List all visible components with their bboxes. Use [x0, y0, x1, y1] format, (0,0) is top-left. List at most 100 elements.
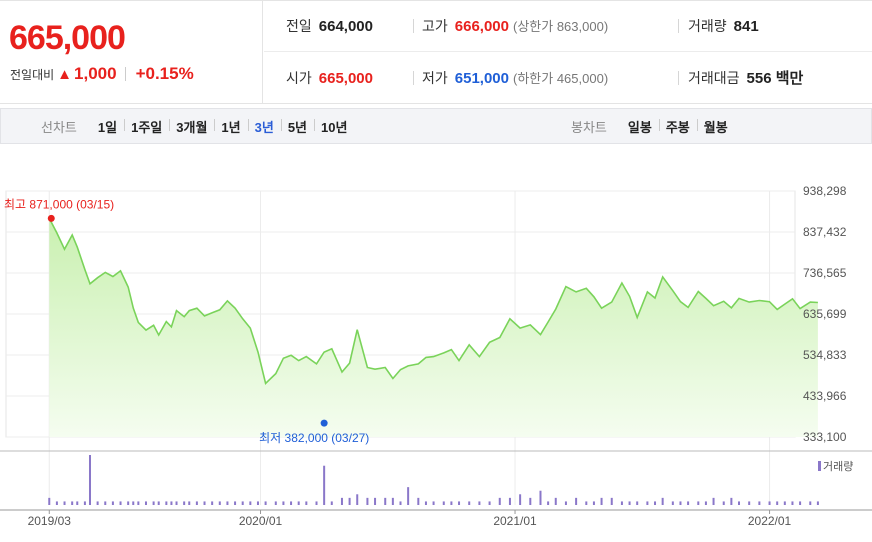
volume-bar	[687, 501, 690, 505]
volume-bar	[348, 497, 351, 505]
volume-bar	[547, 501, 550, 505]
tab-10y[interactable]: 10년	[314, 117, 354, 136]
tab-monthly[interactable]: 월봉	[696, 117, 735, 136]
tab-1y[interactable]: 1년	[214, 117, 247, 136]
volume-bar	[71, 501, 74, 505]
volume-bar	[768, 501, 771, 505]
high-marker	[47, 214, 55, 222]
price-stats: 전일 664,000 고가 666,000 (상한가 863,000) 거래량 …	[264, 1, 872, 104]
y-tick-label: 736,565	[803, 266, 847, 280]
open-price: 시가 665,000	[286, 69, 373, 87]
volume-bar	[88, 455, 91, 505]
volume-bar	[661, 497, 664, 505]
volume-bar	[628, 501, 631, 505]
volume-bar	[195, 501, 198, 505]
current-price: 665,000	[9, 19, 126, 57]
tab-daily[interactable]: 일봉	[627, 119, 652, 135]
divider	[413, 19, 414, 33]
volume-bar	[241, 501, 244, 505]
divider	[678, 19, 679, 33]
volume-bar	[330, 501, 333, 505]
y-tick-label: 837,432	[803, 225, 847, 239]
tab-3m[interactable]: 3개월	[169, 117, 214, 136]
volume-bar	[783, 501, 786, 505]
tab-weekly[interactable]: 주봉	[658, 117, 697, 136]
line-chart-tabs: 선차트 1일 1주일 3개월 1년 3년 5년 10년	[41, 109, 354, 143]
volume-bar	[654, 501, 657, 505]
candle-chart-label: 봉차트	[571, 119, 607, 135]
volume-bar	[738, 501, 741, 505]
y-tick-label: 534,833	[803, 348, 847, 362]
volume-legend-label: 거래량	[823, 460, 853, 473]
tab-1w[interactable]: 1주일	[124, 117, 169, 136]
volume-bar	[450, 501, 453, 505]
volume-bar	[600, 497, 603, 505]
volume-bar	[323, 465, 326, 505]
volume-bar	[816, 501, 819, 505]
quote-panel: 665,000 전일대비 ▲ 1,000 +0.15% 전일 664,000 고…	[0, 0, 872, 104]
change-line: 전일대비 ▲ 1,000 +0.15%	[10, 64, 194, 84]
volume-bar	[799, 501, 802, 505]
x-axis-labels: 2019/03 2020/01 2021/01 2022/01	[28, 510, 792, 528]
candle-chart-tabs: 봉차트 일봉 주봉 월봉	[571, 109, 735, 143]
volume-bar	[610, 497, 613, 505]
volume-bar	[407, 487, 410, 505]
volume-bar	[183, 501, 186, 505]
volume-bar	[305, 501, 308, 505]
y-tick-label: 938,298	[803, 184, 847, 198]
divider	[124, 67, 126, 81]
price-chart: 938,298 837,432 736,565 635,699 534,833 433,9…	[0, 184, 872, 528]
x-tick-label: 2020/01	[239, 514, 283, 528]
volume-legend-swatch	[818, 461, 821, 471]
tab-1d[interactable]: 1일	[97, 119, 118, 135]
volume-bar	[722, 501, 725, 505]
volume-bar	[315, 501, 318, 505]
volume-bar	[646, 501, 649, 505]
volume-bar	[391, 497, 394, 505]
volume-bar	[274, 501, 277, 505]
volume-bar	[144, 501, 147, 505]
volume-bar	[776, 501, 779, 505]
line-chart-label: 선차트	[41, 119, 77, 135]
y-tick-label: 635,699	[803, 307, 847, 321]
volume-bar	[132, 501, 135, 505]
volume-bars: 거래량	[48, 455, 853, 505]
prev-close: 전일 664,000	[286, 18, 373, 35]
volume-bar	[249, 501, 252, 505]
trade-value: 거래대금 556 백만	[688, 70, 804, 87]
volume-bar	[282, 501, 285, 505]
volume-bar	[165, 501, 168, 505]
volume-bar	[218, 501, 221, 505]
volume-bar	[679, 501, 682, 505]
volume-bar	[157, 501, 160, 505]
change-amount: 1,000	[74, 64, 117, 83]
volume-bar	[585, 501, 588, 505]
volume-bar	[809, 501, 812, 505]
change-rate: +0.15%	[135, 64, 194, 83]
volume-bar	[170, 501, 173, 505]
volume-bar	[748, 501, 751, 505]
volume-bar	[704, 501, 707, 505]
volume-bar	[508, 497, 511, 505]
price-line	[48, 218, 818, 385]
x-tick-label: 2021/01	[493, 514, 537, 528]
volume-bar	[290, 501, 293, 505]
chart-period-tabs: 선차트 1일 1주일 3개월 1년 3년 5년 10년 봉차트 일봉 주봉 월봉	[0, 108, 872, 144]
volume-bar	[554, 497, 557, 505]
volume-bar	[384, 497, 387, 505]
volume-bar	[417, 497, 420, 505]
volume-bar	[529, 497, 532, 505]
low-label: 최저 382,000 (03/27)	[259, 431, 369, 445]
volume-bar	[104, 501, 107, 505]
price-area	[49, 218, 818, 437]
volume-bar	[519, 494, 522, 505]
up-arrow-icon: ▲	[57, 65, 73, 83]
tab-5y[interactable]: 5년	[280, 117, 314, 136]
volume-bar	[636, 501, 639, 505]
volume-bar	[188, 501, 191, 505]
volume-bar	[791, 501, 794, 505]
tab-3y[interactable]: 3년	[247, 117, 281, 136]
day-low: 저가 651,000 (하한가 465,000)	[422, 69, 609, 87]
volume-bar	[442, 501, 445, 505]
volume-bar	[76, 501, 79, 505]
